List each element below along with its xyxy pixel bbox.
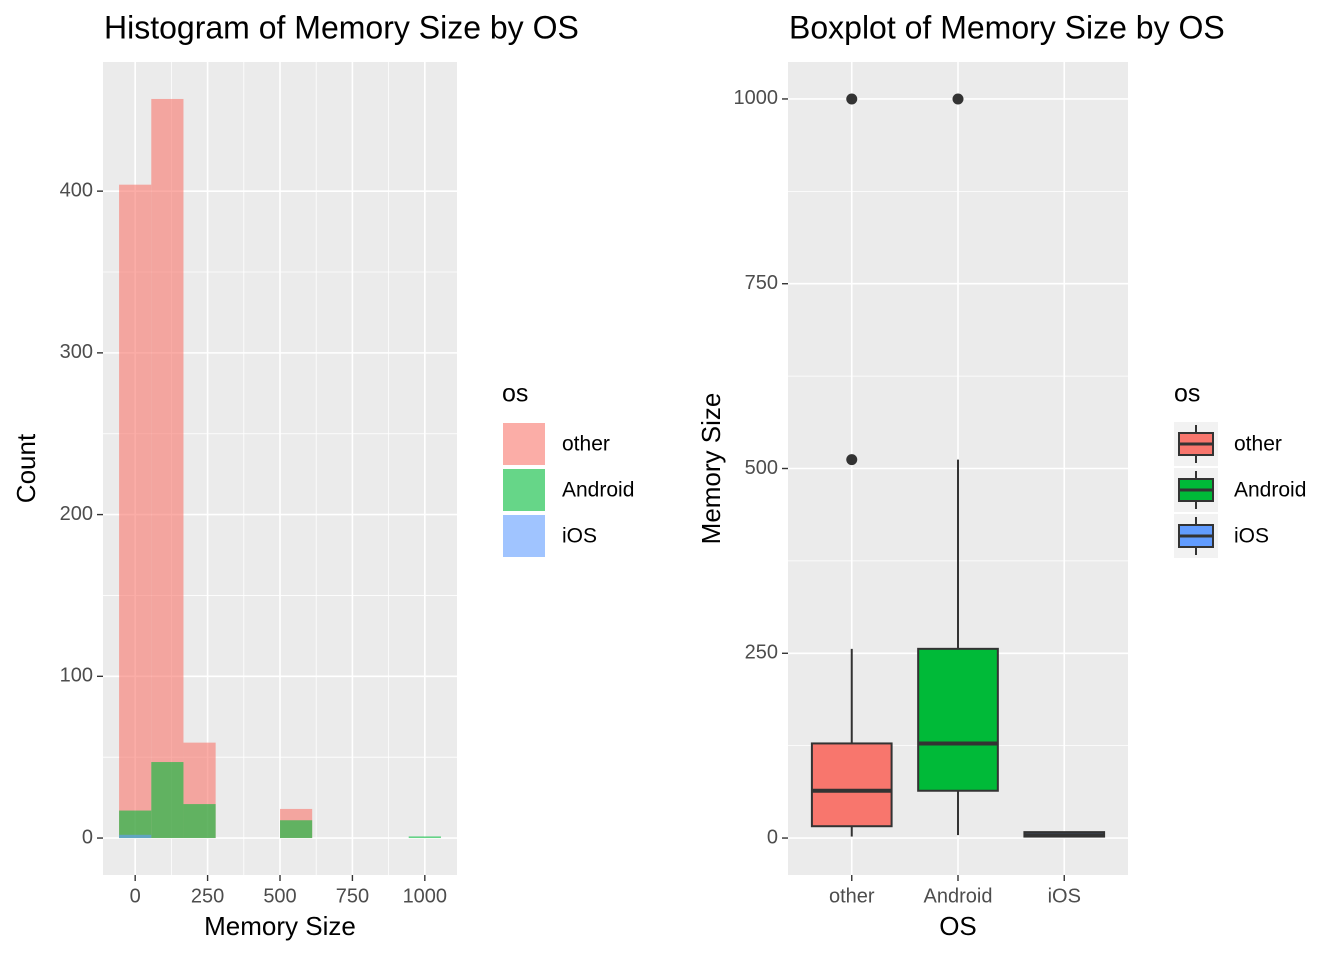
x-tick-label: 750 <box>336 885 369 907</box>
legend-key <box>503 469 545 511</box>
histogram-bar <box>408 836 441 839</box>
legend-title: os <box>502 380 528 408</box>
box <box>917 647 999 792</box>
histogram-bar <box>280 820 313 839</box>
chart-title: Boxplot of Memory Size by OS <box>789 9 1225 45</box>
y-tick-label: 0 <box>82 826 93 848</box>
x-axis-title: Memory Size <box>204 911 356 941</box>
chart-title: Histogram of Memory Size by OS <box>104 9 579 45</box>
legend-label: Android <box>1234 479 1306 502</box>
outlier <box>846 454 858 466</box>
histogram-bar <box>151 762 184 839</box>
x-tick-label: Android <box>924 885 993 907</box>
x-tick-label: other <box>829 885 875 907</box>
y-tick-label: 200 <box>60 503 93 525</box>
y-tick-label: 250 <box>745 642 778 664</box>
legend-label: Android <box>562 479 634 502</box>
legend-key <box>503 423 545 465</box>
legend-label: other <box>1234 433 1282 456</box>
y-tick-label: 500 <box>745 457 778 479</box>
x-tick-label: 0 <box>130 885 141 907</box>
legend-key <box>503 515 545 557</box>
y-axis-title: Memory Size <box>696 393 726 545</box>
y-tick-label: 300 <box>60 341 93 363</box>
y-tick-label: 0 <box>767 826 778 848</box>
x-axis-title: OS <box>939 911 977 941</box>
x-tick-label: 250 <box>191 885 224 907</box>
y-axis-title: Count <box>11 433 41 503</box>
y-tick-label: 1000 <box>734 87 779 109</box>
histogram-bar <box>119 810 152 839</box>
histogram-bar <box>151 98 184 839</box>
y-tick-label: 100 <box>60 665 93 687</box>
x-tick-label: iOS <box>1048 885 1081 907</box>
histogram-bar <box>183 804 216 839</box>
histogram-bar <box>119 184 152 839</box>
legend-label: iOS <box>1234 525 1269 548</box>
legend-title: os <box>1174 380 1200 408</box>
legend-label: iOS <box>562 525 597 548</box>
outlier <box>952 93 964 105</box>
histogram-bar <box>119 834 152 839</box>
x-tick-label: 500 <box>263 885 296 907</box>
box <box>810 742 893 828</box>
y-tick-label: 400 <box>60 179 93 201</box>
outlier <box>846 93 858 105</box>
y-tick-label: 750 <box>745 272 778 294</box>
x-tick-label: 1000 <box>403 885 448 907</box>
legend-label: other <box>562 433 610 456</box>
